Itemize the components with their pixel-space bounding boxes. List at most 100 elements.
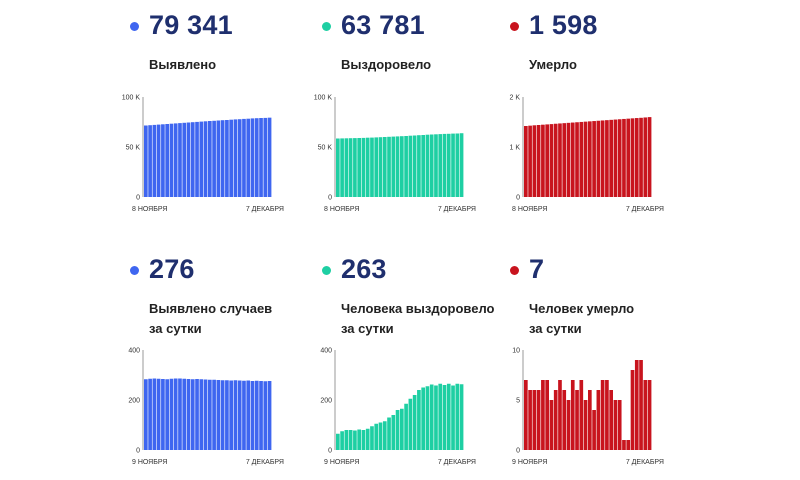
bar xyxy=(186,379,191,450)
bar xyxy=(408,135,413,197)
panel-cases-total: 79 341 Выявлено 0 50 K 100 K 8 НОЯБРЯ 7 ДЕКА… xyxy=(120,0,310,230)
bar xyxy=(216,120,221,197)
bar xyxy=(387,136,391,197)
chart-recovered-daily: 0 200 400 9 НОЯБРЯ 7 ДЕКАБРЯ xyxy=(320,348,476,467)
bar xyxy=(161,379,165,450)
bar xyxy=(178,123,182,197)
x-tick-label: 7 ДЕКАБРЯ xyxy=(626,206,664,213)
bar xyxy=(536,125,541,197)
bar xyxy=(570,380,575,450)
y-tick-label: 1 K xyxy=(509,145,520,152)
bar xyxy=(216,380,221,450)
bar xyxy=(647,117,652,197)
bar xyxy=(340,431,344,450)
bar xyxy=(259,381,263,450)
bar xyxy=(429,384,434,450)
bar xyxy=(434,385,438,450)
y-tick-label: 200 xyxy=(128,398,140,405)
bar xyxy=(370,137,374,197)
bar xyxy=(378,137,383,197)
bar xyxy=(246,118,251,197)
bar xyxy=(541,124,545,197)
bar xyxy=(254,380,259,450)
bar xyxy=(357,429,361,450)
blue-dot-icon xyxy=(130,22,139,31)
bar xyxy=(340,138,344,197)
bar xyxy=(382,421,387,450)
bar xyxy=(438,134,443,197)
bar xyxy=(626,440,631,450)
x-tick-label: 7 ДЕКАБРЯ xyxy=(438,206,476,213)
bar xyxy=(421,387,425,450)
bar xyxy=(417,390,421,450)
bar xyxy=(459,384,464,450)
bar xyxy=(220,120,225,197)
y-tick-label: 200 xyxy=(320,398,332,405)
bar xyxy=(596,120,601,197)
bar xyxy=(382,137,387,197)
bar xyxy=(532,125,537,197)
metric-label-line: Умерло xyxy=(529,57,577,72)
bar xyxy=(378,422,383,450)
bar xyxy=(195,121,199,197)
panel-deaths-total: 1 598 Умерло 0 1 K 2 K 8 НОЯБРЯ 7 ДЕКАБРЯ xyxy=(500,0,690,230)
bar xyxy=(609,119,613,197)
chart-cases-total: 0 50 K 100 K 8 НОЯБРЯ 7 ДЕКАБРЯ xyxy=(122,95,284,214)
bar xyxy=(400,136,404,197)
bar xyxy=(613,119,618,197)
metric-label-line: Выявлено случаев xyxy=(149,301,273,316)
bar xyxy=(250,381,255,450)
blue-dot-icon xyxy=(130,266,139,275)
x-tick-label: 8 НОЯБРЯ xyxy=(324,206,359,213)
bar xyxy=(579,121,584,197)
teal-dot-icon xyxy=(322,266,331,275)
y-tick-label: 10 xyxy=(512,348,520,355)
bar xyxy=(592,410,596,450)
metric-label: Человек умерло за сутки xyxy=(529,299,699,339)
metric-label-line: за сутки xyxy=(341,321,394,336)
bar xyxy=(417,135,421,197)
bar xyxy=(605,120,609,197)
bar xyxy=(237,119,242,197)
big-number: 63 781 xyxy=(341,10,425,40)
bar xyxy=(208,379,212,450)
metric-label-line: Человек умерло xyxy=(529,301,635,316)
bar xyxy=(412,135,417,197)
bar xyxy=(617,400,622,450)
bar xyxy=(583,400,588,450)
bar xyxy=(361,137,366,197)
bar xyxy=(639,117,643,197)
bar xyxy=(199,379,204,450)
bar xyxy=(169,378,174,450)
bar xyxy=(357,138,361,197)
bar xyxy=(199,121,204,197)
x-tick-label: 8 НОЯБРЯ xyxy=(132,206,167,213)
y-tick-label: 0 xyxy=(516,448,520,455)
bar xyxy=(609,390,613,450)
bar xyxy=(626,118,631,197)
bar xyxy=(195,379,199,450)
bar xyxy=(404,136,408,197)
bar xyxy=(152,124,157,197)
bar xyxy=(267,381,272,450)
big-number: 276 xyxy=(149,254,195,284)
bar xyxy=(536,390,541,450)
bar xyxy=(395,136,400,197)
bar xyxy=(391,415,396,450)
big-number: 7 xyxy=(529,254,545,284)
bar xyxy=(630,370,635,450)
bar xyxy=(630,118,635,197)
y-tick-label: 100 K xyxy=(314,95,333,102)
bar xyxy=(225,120,229,197)
bar xyxy=(553,123,558,197)
y-tick-label: 5 xyxy=(516,398,520,405)
bar xyxy=(220,380,225,450)
metric-label: Человека выздоровело за сутки xyxy=(341,299,511,339)
metric-label-line: Выявлено xyxy=(149,57,217,72)
bar xyxy=(259,118,263,197)
x-tick-label: 9 НОЯБРЯ xyxy=(512,459,547,466)
bar xyxy=(600,380,605,450)
y-tick-label: 400 xyxy=(320,348,332,355)
big-number: 79 341 xyxy=(149,10,233,40)
bar xyxy=(442,133,447,197)
